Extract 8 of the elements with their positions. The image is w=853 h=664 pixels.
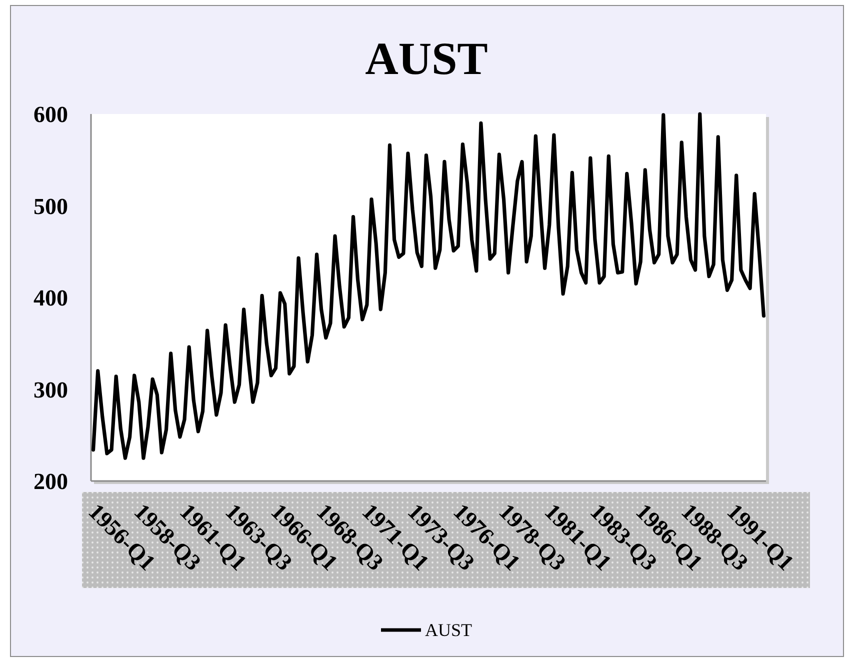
y-tick-label: 200: [34, 468, 68, 494]
y-tick-label: 300: [34, 376, 68, 402]
legend-label: AUST: [425, 620, 472, 640]
y-tick-label: 500: [34, 193, 68, 218]
chart-title: AUST: [365, 33, 488, 84]
line-series: [91, 112, 766, 460]
y-tick-label: 400: [34, 285, 68, 310]
y-tick-label: 600: [34, 102, 68, 126]
